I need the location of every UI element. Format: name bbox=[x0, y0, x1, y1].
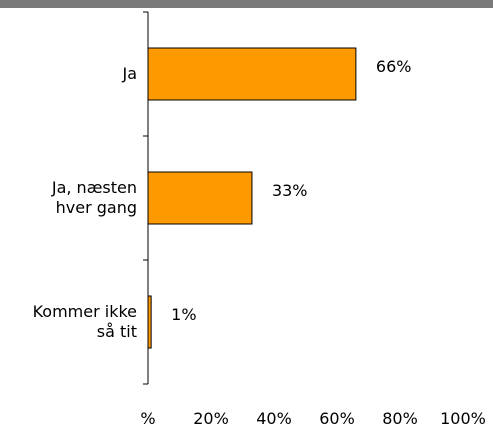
x-tick-label: 40% bbox=[256, 409, 292, 428]
category-label: hver gang bbox=[56, 198, 137, 217]
bar bbox=[147, 295, 152, 349]
x-tick-label: 60% bbox=[319, 409, 355, 428]
value-labels: 66% 33% 1% bbox=[171, 57, 411, 324]
chart-bars bbox=[147, 47, 357, 349]
x-tick-label: 100% bbox=[440, 409, 486, 428]
x-tick-labels: % 20% 40% 60% 80% 100% bbox=[140, 409, 485, 428]
value-label: 66% bbox=[376, 57, 412, 76]
x-tick-label: % bbox=[140, 409, 155, 428]
category-label: så tit bbox=[97, 322, 137, 341]
x-tick-label: 20% bbox=[193, 409, 229, 428]
bar bbox=[147, 171, 253, 225]
value-label: 33% bbox=[272, 181, 308, 200]
category-label: Ja, næsten bbox=[51, 178, 137, 197]
x-tick-label: 80% bbox=[382, 409, 418, 428]
bar bbox=[147, 47, 357, 101]
value-label: 1% bbox=[171, 305, 196, 324]
chart-axes bbox=[143, 11, 149, 385]
top-border-band bbox=[0, 0, 493, 8]
category-label: Kommer ikke bbox=[33, 302, 137, 321]
category-label: Ja bbox=[121, 64, 137, 83]
